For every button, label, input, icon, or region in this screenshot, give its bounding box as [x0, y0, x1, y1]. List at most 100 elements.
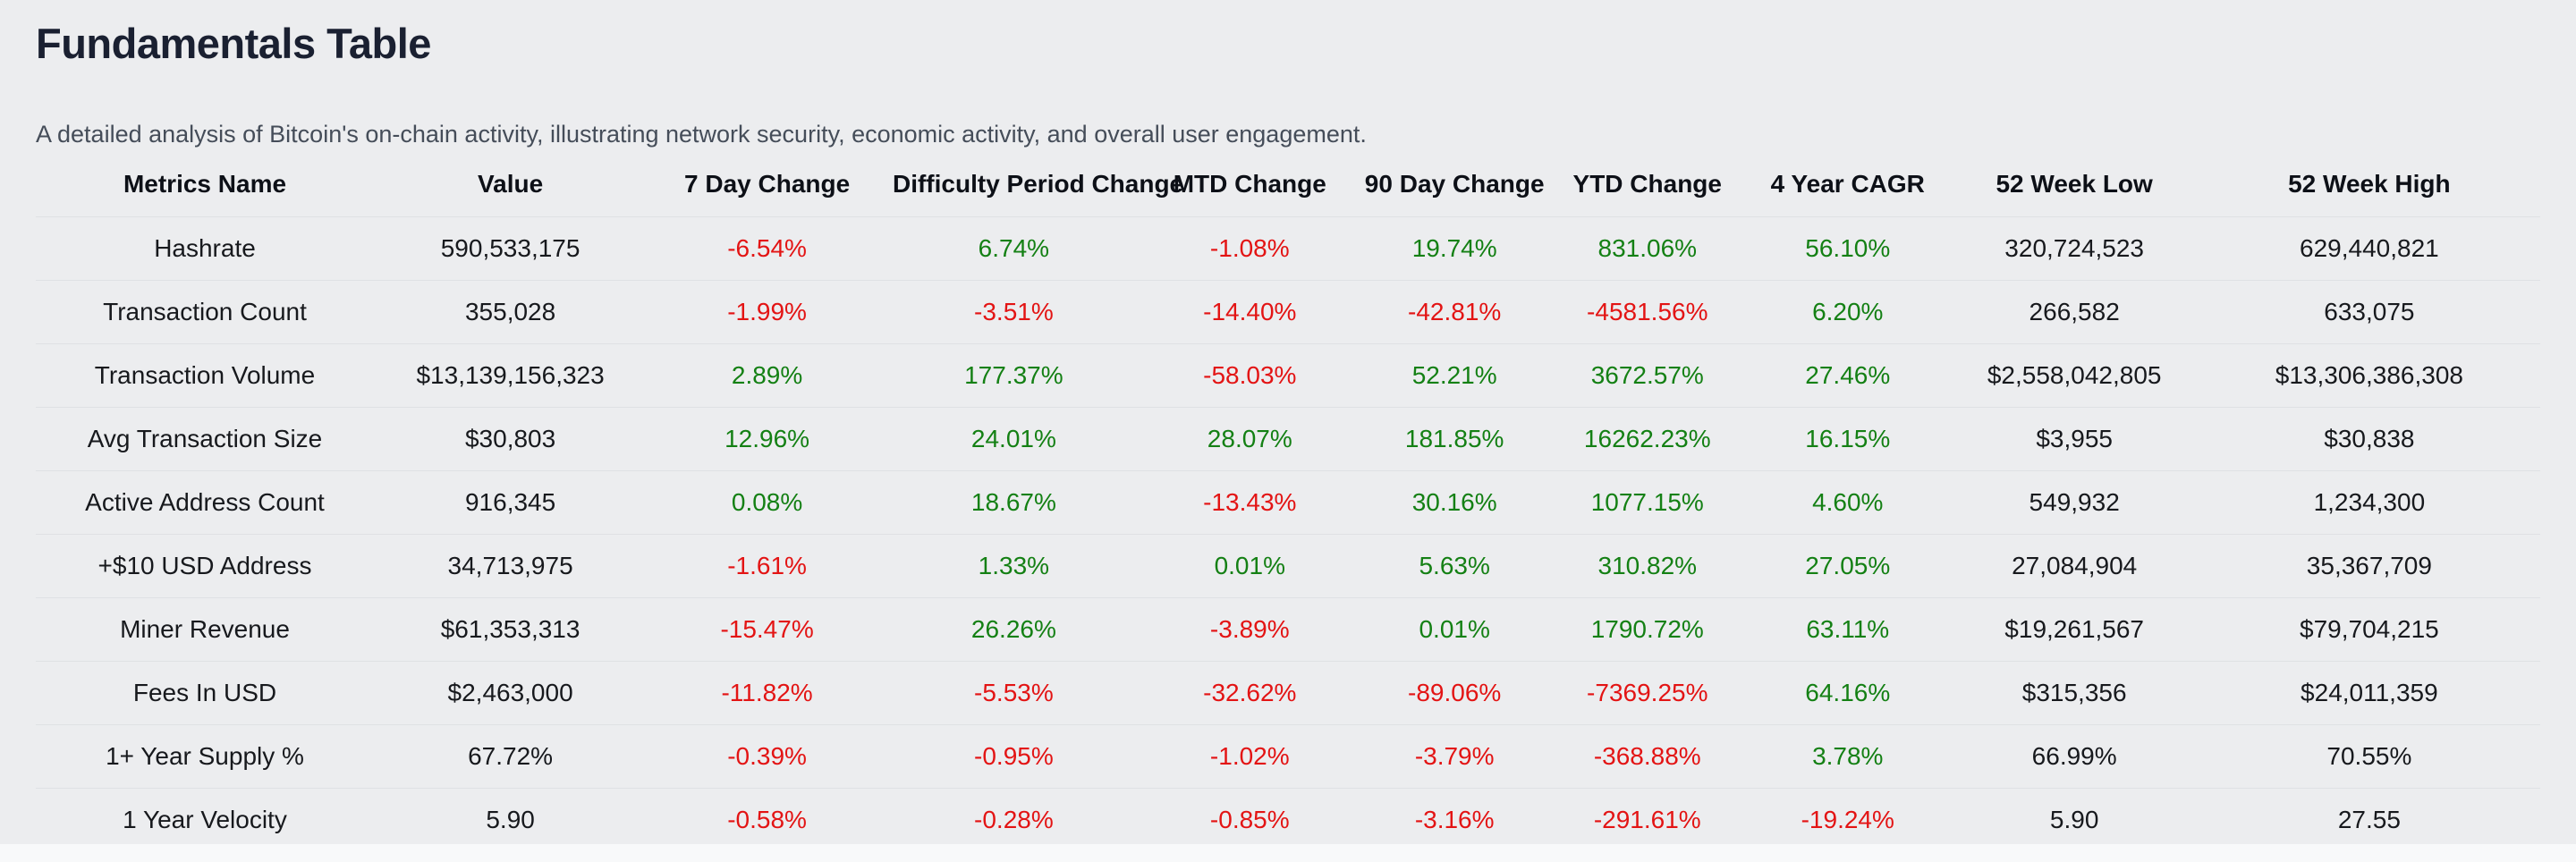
metric-value-cell: 16.15% — [1744, 407, 1951, 471]
metric-value-cell: 24.01% — [886, 407, 1140, 471]
metric-value-cell: $79,704,215 — [2198, 597, 2540, 662]
metric-value-cell: $2,558,042,805 — [1950, 343, 2199, 408]
metric-value-cell: $61,353,313 — [374, 597, 648, 662]
metric-value-cell: 35,367,709 — [2198, 534, 2540, 598]
table-row: 1+ Year Supply % 67.72% -0.39% -0.95% -1.02%… — [36, 724, 2540, 789]
metric-value-cell: 4.60% — [1744, 470, 1951, 535]
metric-name-cell: Hashrate — [36, 216, 374, 281]
metric-value-cell: 177.37% — [886, 343, 1140, 408]
metric-value-cell: 34,713,975 — [374, 534, 648, 598]
metric-value-cell: 629,440,821 — [2198, 216, 2540, 281]
metric-value-cell: 27.55 — [2198, 788, 2540, 851]
metric-value-cell: -42.81% — [1359, 280, 1550, 344]
metric-value-cell: 549,932 — [1950, 470, 2199, 535]
metric-value-cell: -0.39% — [647, 724, 887, 789]
metric-value-cell: 16262.23% — [1549, 407, 1745, 471]
metric-value-cell: 70.55% — [2198, 724, 2540, 789]
metric-name-cell: +$10 USD Address — [36, 534, 374, 598]
metric-value-cell: -7369.25% — [1549, 661, 1745, 725]
metric-value-cell: 18.67% — [886, 470, 1140, 535]
metric-value-cell: 916,345 — [374, 470, 648, 535]
metric-value-cell: 0.08% — [647, 470, 887, 535]
metric-value-cell: 1077.15% — [1549, 470, 1745, 535]
metric-value-cell: 266,582 — [1950, 280, 2199, 344]
metric-name-cell: Transaction Count — [36, 280, 374, 344]
metric-value-cell: 27.46% — [1744, 343, 1951, 408]
metric-value-cell: 56.10% — [1744, 216, 1951, 281]
metric-value-cell: $315,356 — [1950, 661, 2199, 725]
column-header-difficulty-period-change: Difficulty Period Change — [892, 170, 1184, 198]
metric-value-cell: -0.85% — [1140, 788, 1360, 851]
metric-value-cell: 5.63% — [1359, 534, 1550, 598]
metric-value-cell: $30,838 — [2198, 407, 2540, 471]
metric-value-cell: 1,234,300 — [2198, 470, 2540, 535]
metric-value-cell: 633,075 — [2198, 280, 2540, 344]
metric-value-cell: 2.89% — [647, 343, 887, 408]
page-title: Fundamentals Table — [36, 20, 431, 67]
metric-value-cell: -6.54% — [647, 216, 887, 281]
metric-value-cell: 19.74% — [1359, 216, 1550, 281]
metric-value-cell: 320,724,523 — [1950, 216, 2199, 281]
metric-value-cell: -3.89% — [1140, 597, 1360, 662]
metric-value-cell: 30.16% — [1359, 470, 1550, 535]
metric-name-cell: Transaction Volume — [36, 343, 374, 408]
metric-value-cell: 1790.72% — [1549, 597, 1745, 662]
metric-value-cell: -1.99% — [647, 280, 887, 344]
column-header-ytd-change: YTD Change — [1572, 170, 1722, 198]
metric-value-cell: 831.06% — [1549, 216, 1745, 281]
metric-value-cell: -1.08% — [1140, 216, 1360, 281]
metric-value-cell: -3.51% — [886, 280, 1140, 344]
column-header-4-year-cagr: 4 Year CAGR — [1770, 170, 1925, 198]
metric-value-cell: -0.28% — [886, 788, 1140, 851]
table-row: Miner Revenue $61,353,313 -15.47% 26.26% -3.… — [36, 597, 2540, 662]
metric-value-cell: 3672.57% — [1549, 343, 1745, 408]
metric-value-cell: 1.33% — [886, 534, 1140, 598]
metric-value-cell: -4581.56% — [1549, 280, 1745, 344]
table-row: Fees In USD $2,463,000 -11.82% -5.53% -32.62… — [36, 661, 2540, 725]
metric-value-cell: 5.90 — [1950, 788, 2199, 851]
metric-value-cell: -15.47% — [647, 597, 887, 662]
metric-value-cell: -368.88% — [1549, 724, 1745, 789]
metric-value-cell: 5.90 — [374, 788, 648, 851]
metric-value-cell: 63.11% — [1744, 597, 1951, 662]
column-header-90-day-change: 90 Day Change — [1364, 170, 1545, 198]
bottom-strip — [0, 844, 2576, 862]
metric-name-cell: 1 Year Velocity — [36, 788, 374, 851]
metric-value-cell: -14.40% — [1140, 280, 1360, 344]
metric-value-cell: -58.03% — [1140, 343, 1360, 408]
table-row: Avg Transaction Size $30,803 12.96% 24.01% 2… — [36, 407, 2540, 471]
metric-value-cell: 310.82% — [1549, 534, 1745, 598]
metric-value-cell: -11.82% — [647, 661, 887, 725]
metric-value-cell: -291.61% — [1549, 788, 1745, 851]
column-header-mtd-change: MTD Change — [1173, 170, 1326, 198]
metric-value-cell: -13.43% — [1140, 470, 1360, 535]
metric-value-cell: -5.53% — [886, 661, 1140, 725]
metric-value-cell: 3.78% — [1744, 724, 1951, 789]
metric-value-cell: -19.24% — [1744, 788, 1951, 851]
column-header-52-week-high: 52 Week High — [2288, 170, 2451, 198]
metric-value-cell: $13,139,156,323 — [374, 343, 648, 408]
metric-value-cell: 355,028 — [374, 280, 648, 344]
column-header-7-day-change: 7 Day Change — [684, 170, 851, 198]
metric-value-cell: 6.74% — [886, 216, 1140, 281]
table-row: Hashrate 590,533,175 -6.54% 6.74% -1.08% 19.7… — [36, 216, 2540, 281]
metric-value-cell: $13,306,386,308 — [2198, 343, 2540, 408]
metric-value-cell: -1.02% — [1140, 724, 1360, 789]
column-header-metrics-name: Metrics Name — [123, 170, 287, 198]
metric-value-cell: 67.72% — [374, 724, 648, 789]
metric-value-cell: 27.05% — [1744, 534, 1951, 598]
column-header-52-week-low: 52 Week Low — [1996, 170, 2153, 198]
metric-value-cell: -3.16% — [1359, 788, 1550, 851]
table-body: Hashrate 590,533,175 -6.54% 6.74% -1.08% 19.7… — [36, 216, 2540, 851]
metric-value-cell: 6.20% — [1744, 280, 1951, 344]
metric-value-cell: -0.95% — [886, 724, 1140, 789]
metric-name-cell: 1+ Year Supply % — [36, 724, 374, 789]
metric-value-cell: $24,011,359 — [2198, 661, 2540, 725]
metric-value-cell: $30,803 — [374, 407, 648, 471]
metric-value-cell: -0.58% — [647, 788, 887, 851]
metric-value-cell: 0.01% — [1359, 597, 1550, 662]
metric-value-cell: 0.01% — [1140, 534, 1360, 598]
metric-name-cell: Avg Transaction Size — [36, 407, 374, 471]
metric-value-cell: $3,955 — [1950, 407, 2199, 471]
